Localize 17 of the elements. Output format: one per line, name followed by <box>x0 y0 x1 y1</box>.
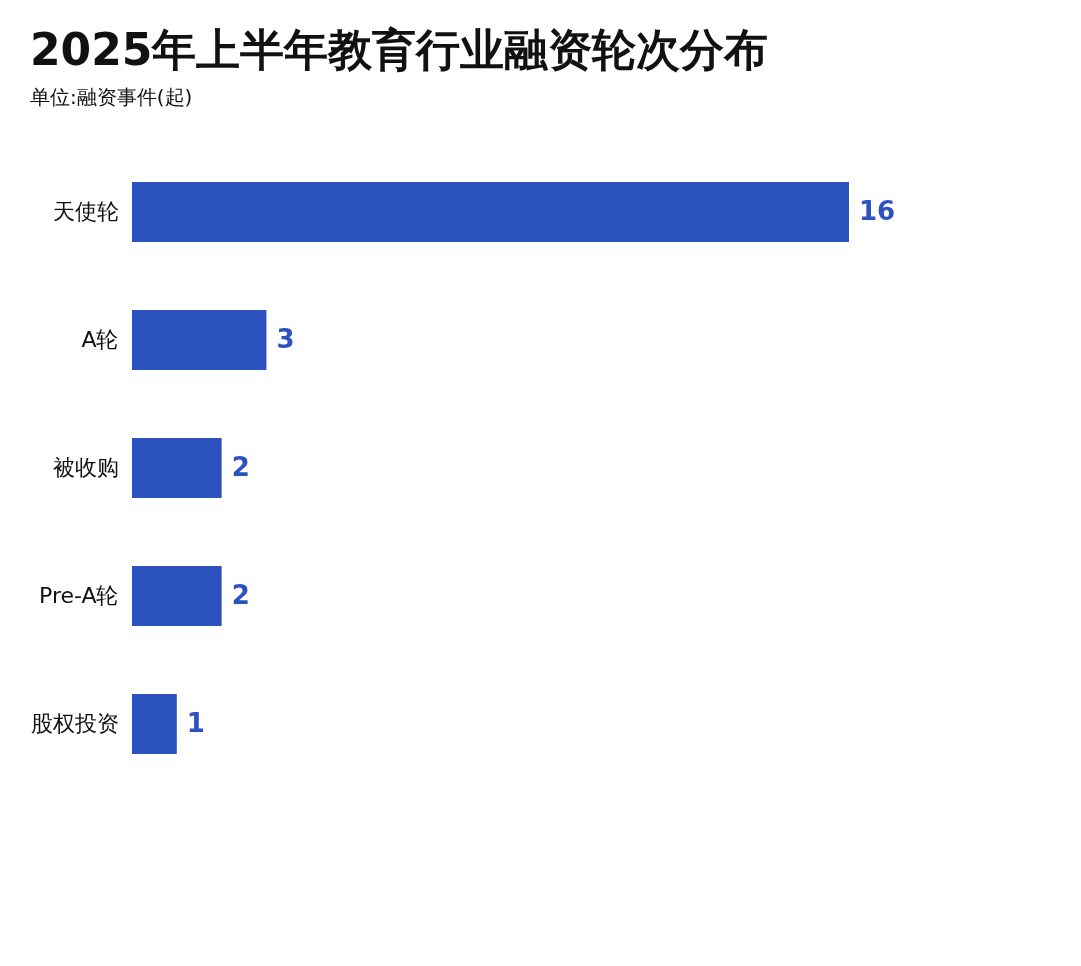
y-tick-label: 股权投资 <box>30 711 119 736</box>
bar <box>132 693 177 755</box>
y-tick-label: 被收购 <box>52 455 119 480</box>
bar <box>132 437 222 499</box>
data-label: 2 <box>231 452 250 482</box>
data-label: 1 <box>186 708 205 738</box>
data-label: 2 <box>231 580 250 610</box>
chart-subtitle: 单位:融资事件(起) <box>30 85 193 109</box>
y-tick-label: A轮 <box>81 327 119 352</box>
chart-title: 2025年上半年教育行业融资轮次分布 <box>30 24 769 75</box>
y-tick-label: Pre-A轮 <box>39 583 119 608</box>
data-label: 16 <box>859 196 896 226</box>
data-label: 3 <box>276 324 295 354</box>
y-tick-label: 天使轮 <box>52 199 119 224</box>
bar <box>132 181 849 243</box>
bar <box>132 309 267 371</box>
bar <box>132 565 222 627</box>
